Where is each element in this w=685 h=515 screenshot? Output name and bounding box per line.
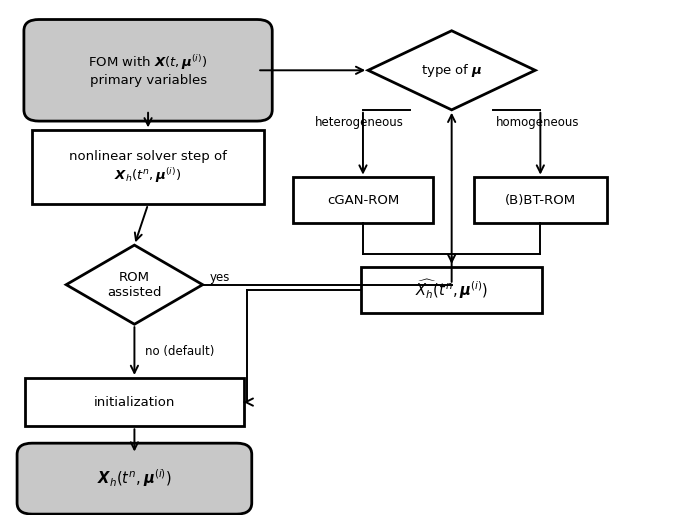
Text: $\boldsymbol{X}_h(t^n, \boldsymbol{\mu}^{(i)})$: $\boldsymbol{X}_h(t^n, \boldsymbol{\mu}^… <box>97 468 172 489</box>
Text: FOM with $\boldsymbol{X}(t, \boldsymbol{\mu}^{(i)})$
primary variables: FOM with $\boldsymbol{X}(t, \boldsymbol{… <box>88 54 208 87</box>
Bar <box>361 267 542 313</box>
Text: homogeneous: homogeneous <box>496 116 579 129</box>
Text: initialization: initialization <box>94 396 175 408</box>
FancyBboxPatch shape <box>24 20 272 121</box>
Text: no (default): no (default) <box>145 345 214 357</box>
Text: nonlinear solver step of
$\boldsymbol{X}_h(t^n, \boldsymbol{\mu}^{(i)})$: nonlinear solver step of $\boldsymbol{X}… <box>69 150 227 184</box>
FancyBboxPatch shape <box>17 443 252 514</box>
Text: type of $\boldsymbol{\mu}$: type of $\boldsymbol{\mu}$ <box>421 62 482 79</box>
Text: cGAN-ROM: cGAN-ROM <box>327 194 399 207</box>
Text: $\widehat{X_h}(t^n, \boldsymbol{\mu}^{(i)})$: $\widehat{X_h}(t^n, \boldsymbol{\mu}^{(i… <box>415 278 488 301</box>
Text: ROM
assisted: ROM assisted <box>107 271 162 299</box>
Polygon shape <box>66 245 203 324</box>
Text: (B)BT-ROM: (B)BT-ROM <box>505 194 576 207</box>
Bar <box>25 378 244 426</box>
Bar <box>293 178 433 224</box>
Bar <box>32 130 264 204</box>
Text: yes: yes <box>210 270 230 284</box>
Polygon shape <box>368 31 535 110</box>
Text: heterogeneous: heterogeneous <box>314 116 403 129</box>
Bar <box>474 178 607 224</box>
